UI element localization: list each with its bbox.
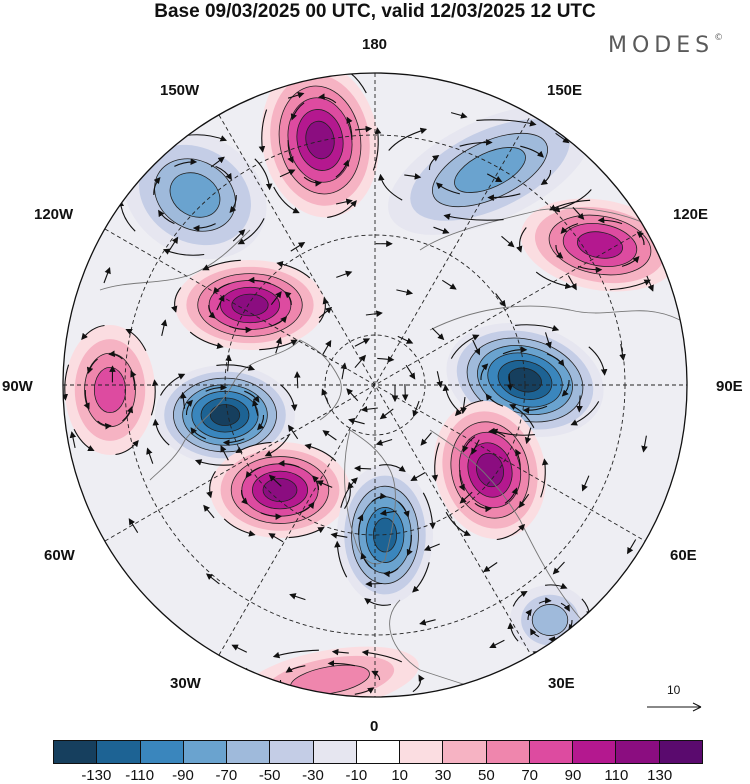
colorbar-tick-label: 10: [391, 767, 408, 784]
colorbar-tick-label: -50: [259, 767, 281, 784]
colorbar-tick-label: -30: [302, 767, 324, 784]
lon-label-90e: 90E: [716, 378, 743, 395]
lon-label-150w: 150W: [160, 82, 199, 99]
anomaly-contour: [210, 404, 239, 425]
anomaly-pos-canada: [175, 260, 325, 350]
colorbar-swatch: [357, 741, 400, 763]
colorbar-swatch: [616, 741, 659, 763]
lon-label-90w: 90W: [2, 378, 33, 395]
colorbar-swatch: [314, 741, 357, 763]
colorbar-swatch: [270, 741, 313, 763]
colorbar-tick-label: 70: [521, 767, 538, 784]
colorbar-swatch: [573, 741, 616, 763]
colorbar-tick-label: 90: [565, 767, 582, 784]
anomaly-pos-central-us: [65, 325, 155, 455]
colorbar-swatch: [660, 741, 702, 763]
wind-arrow: [405, 384, 406, 400]
colorbar-swatch: [184, 741, 227, 763]
colorbar-swatch: [443, 741, 486, 763]
colorbar-tick-label: -110: [125, 767, 154, 784]
wind-arrow: [258, 698, 297, 708]
colorbar-swatch: [227, 741, 270, 763]
wind-arrow: [305, 694, 331, 696]
wind-arrow: [366, 584, 382, 585]
colorbar-tick-label: 130: [647, 767, 672, 784]
wind-arrow: [674, 238, 681, 262]
colorbar-swatch: [487, 741, 530, 763]
wind-arrow: [284, 63, 313, 79]
lon-label-60w: 60W: [44, 547, 75, 564]
colorbar-tick-label: -90: [172, 767, 194, 784]
colorbar-tick-label: -130: [81, 767, 111, 784]
lon-label-120e: 120E: [673, 206, 708, 223]
reference-arrow-icon: [645, 683, 709, 715]
colorbar-tick-label: 50: [478, 767, 495, 784]
wind-arrow: [573, 634, 587, 649]
colorbar: [53, 740, 703, 764]
anomaly-contour: [532, 604, 568, 635]
polar-map: [0, 0, 750, 740]
colorbar-tick-label: 110: [604, 767, 628, 784]
colorbar-labels: -130 -110 -90 -70 -50 -30 -10 10 30 50 70 90 110 130: [0, 767, 750, 783]
wind-arrow: [126, 146, 151, 171]
lon-label-30w: 30W: [170, 675, 201, 692]
lon-label-60e: 60E: [670, 547, 697, 564]
lon-label-30e: 30E: [548, 675, 575, 692]
colorbar-tick-label: 30: [435, 767, 452, 784]
lon-label-120w: 120W: [34, 206, 73, 223]
colorbar-swatch: [97, 741, 140, 763]
lon-label-150e: 150E: [547, 82, 582, 99]
anomaly-contour: [263, 478, 297, 501]
colorbar-swatch: [54, 741, 97, 763]
anomaly-contour: [232, 294, 268, 316]
lon-label-180: 180: [362, 36, 387, 53]
colorbar-tick-label: -70: [215, 767, 237, 784]
anomaly-neg-eastern-med: [510, 585, 590, 655]
lon-label-0: 0: [370, 718, 378, 735]
wind-arrow: [355, 468, 371, 469]
colorbar-swatch: [400, 741, 443, 763]
anomaly-contour: [94, 367, 125, 412]
colorbar-swatch: [141, 741, 184, 763]
wind-arrow: [297, 372, 298, 388]
wind-arrow: [341, 703, 386, 709]
wind-arrow: [240, 668, 248, 684]
colorbar-tick-label: -10: [345, 767, 367, 784]
colorbar-swatch: [530, 741, 573, 763]
anomaly-pos-north-atlantic: [210, 442, 350, 538]
reference-vector: 10: [645, 683, 709, 715]
